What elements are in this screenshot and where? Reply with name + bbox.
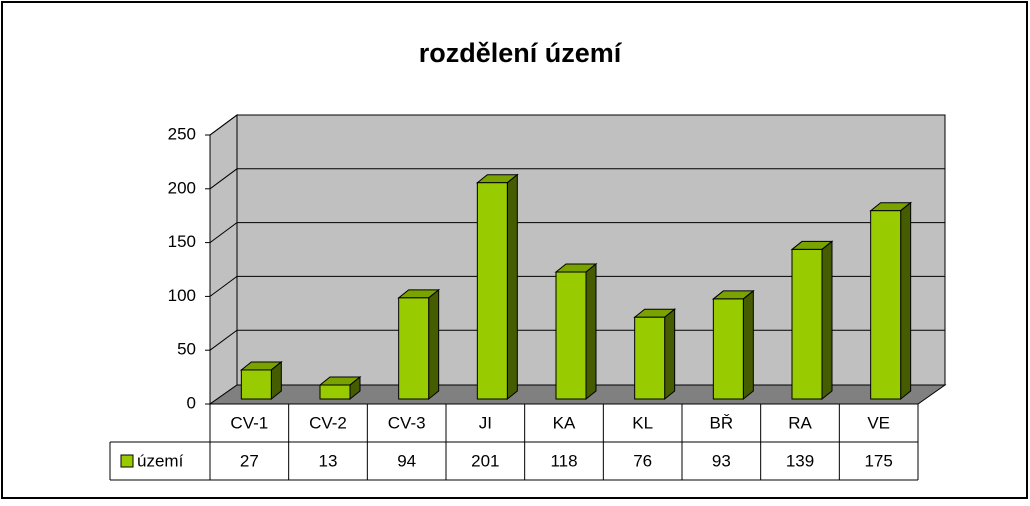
x-tick-label: CV-2 bbox=[309, 413, 347, 432]
bar bbox=[555, 271, 587, 400]
grid-line bbox=[209, 222, 945, 244]
bar bbox=[791, 248, 823, 400]
bar bbox=[240, 369, 272, 400]
x-tick-label: RA bbox=[788, 413, 812, 432]
grid-line bbox=[209, 114, 945, 136]
bar-side bbox=[506, 173, 518, 401]
bar bbox=[476, 182, 508, 400]
legend-key bbox=[120, 454, 134, 468]
table-value: 118 bbox=[550, 451, 577, 470]
x-tick-label: KL bbox=[632, 413, 653, 432]
table-value: 175 bbox=[864, 451, 892, 470]
x-tick-label: CV-1 bbox=[230, 413, 268, 432]
bar bbox=[398, 297, 430, 400]
table-value: 139 bbox=[786, 451, 814, 470]
bar-side bbox=[900, 201, 912, 401]
bar bbox=[870, 210, 902, 400]
x-tick-label: CV-3 bbox=[388, 413, 426, 432]
y-tick-label: 100 bbox=[168, 286, 196, 305]
bar bbox=[712, 298, 744, 400]
table-value: 13 bbox=[319, 451, 338, 470]
y-tick-label: 50 bbox=[177, 340, 196, 359]
grid-line bbox=[209, 168, 945, 190]
y-tick-label: 250 bbox=[168, 124, 196, 143]
bar-side bbox=[821, 240, 833, 401]
bar-side bbox=[585, 262, 597, 401]
x-tick-label: VE bbox=[867, 413, 890, 432]
table-value: 201 bbox=[471, 451, 499, 470]
y-tick-label: 150 bbox=[168, 232, 196, 251]
x-tick-label: BŘ bbox=[710, 413, 734, 432]
side-wall bbox=[209, 114, 238, 405]
table-value: 76 bbox=[633, 451, 652, 470]
table-value: 93 bbox=[712, 451, 731, 470]
bar bbox=[319, 384, 351, 400]
chart-title: rozdělení území bbox=[419, 38, 623, 68]
grid-line bbox=[209, 275, 945, 297]
table-value: 94 bbox=[397, 451, 416, 470]
y-tick-label: 200 bbox=[168, 178, 196, 197]
bar-side bbox=[742, 289, 754, 401]
table-value: 27 bbox=[240, 451, 259, 470]
legend-label: území bbox=[137, 451, 184, 470]
x-tick-label: KA bbox=[553, 413, 576, 432]
x-tick-label: JI bbox=[479, 413, 492, 432]
bar bbox=[634, 316, 666, 400]
bar-side bbox=[428, 288, 440, 401]
bar-side bbox=[664, 308, 676, 401]
y-tick-label: 0 bbox=[187, 393, 196, 412]
grid-line bbox=[209, 329, 945, 351]
